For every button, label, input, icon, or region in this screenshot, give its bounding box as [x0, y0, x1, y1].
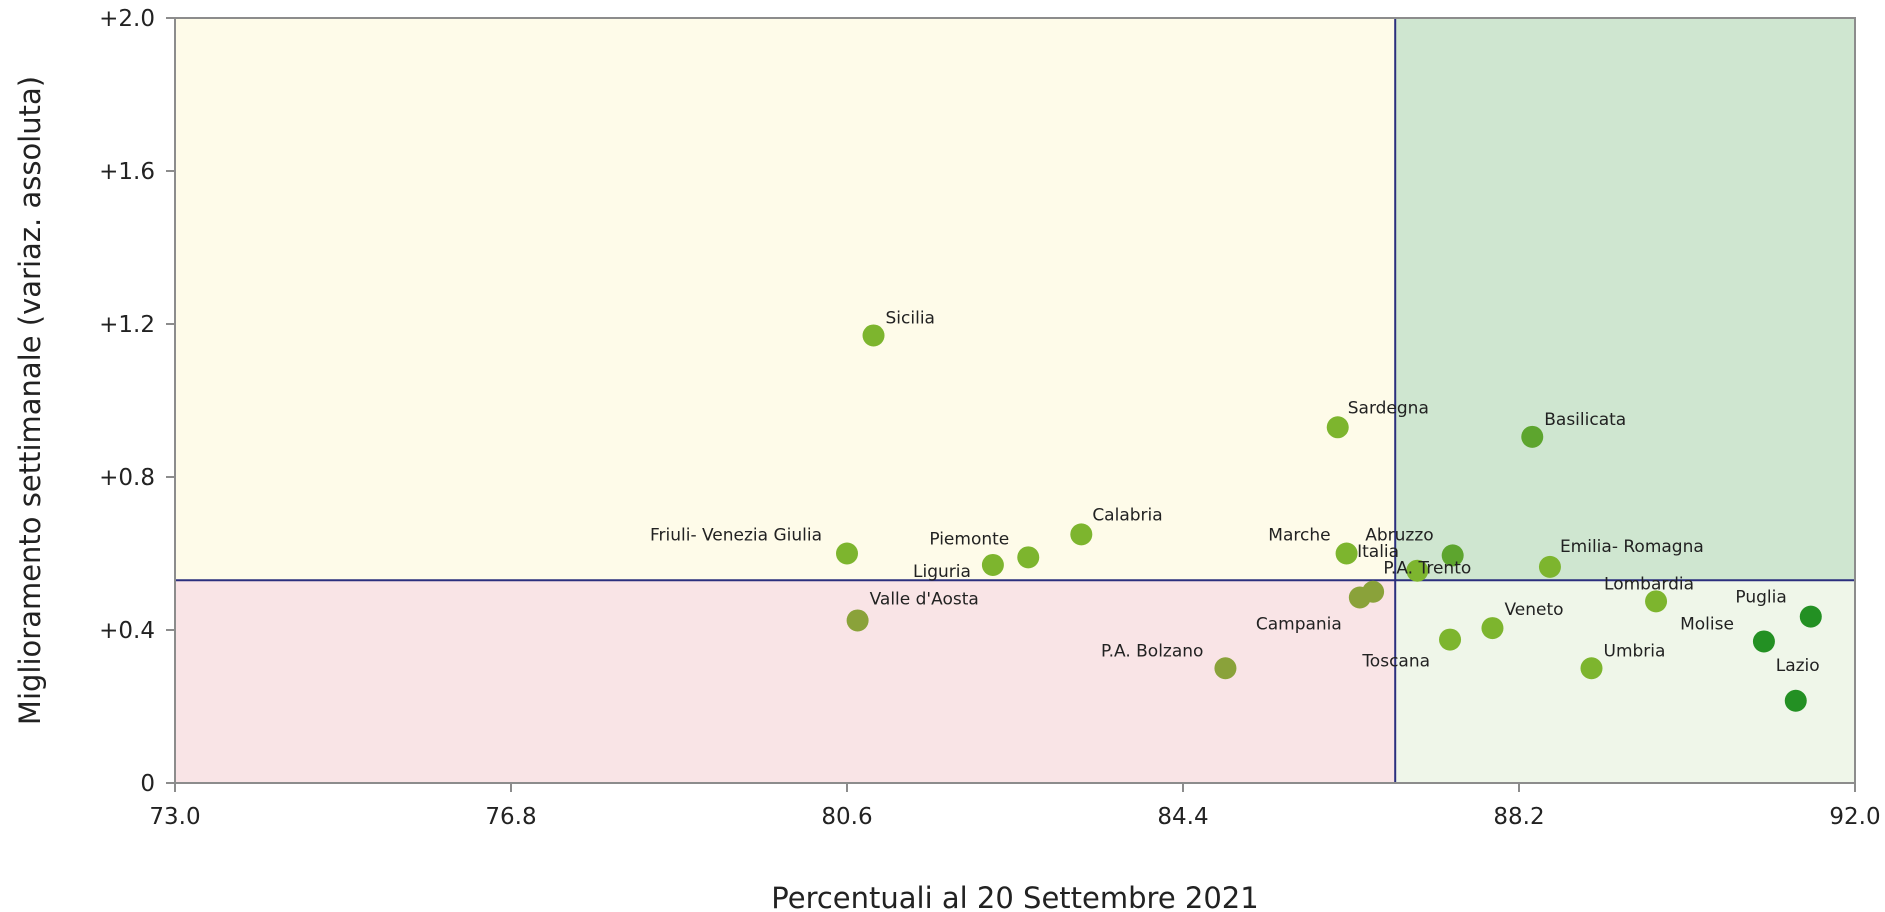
data-point[interactable] [836, 542, 858, 565]
y-tick-label: 0 [140, 771, 155, 797]
y-tick-label: +1.2 [99, 312, 155, 338]
data-point[interactable] [1017, 546, 1040, 569]
quadrant-bottom-left [175, 580, 1396, 783]
data-point-label: Italia [1357, 542, 1399, 562]
data-point[interactable] [1538, 555, 1561, 578]
data-point-label: Friuli- Venezia Giulia [650, 526, 822, 546]
data-point[interactable] [1784, 689, 1807, 712]
data-point-label: Campania [1256, 614, 1342, 634]
data-point-label: Toscana [1361, 652, 1430, 672]
data-point[interactable] [1070, 523, 1093, 546]
data-point-label: Puglia [1735, 588, 1786, 608]
x-tick-label: 73.0 [149, 804, 200, 830]
data-point[interactable] [1335, 542, 1358, 565]
x-tick-label: 76.8 [485, 804, 536, 830]
data-point[interactable] [1441, 544, 1464, 567]
y-tick-label: +1.6 [99, 159, 155, 185]
data-point[interactable] [1752, 630, 1775, 653]
data-point-label: Lombardia [1604, 574, 1694, 594]
data-point[interactable] [981, 553, 1004, 576]
data-point[interactable] [1481, 617, 1504, 640]
data-point-label: Liguria [913, 562, 971, 582]
data-point[interactable] [1580, 657, 1603, 680]
data-point-label: Basilicata [1544, 410, 1626, 430]
data-point[interactable] [1439, 628, 1462, 651]
y-tick-label: +2.0 [99, 6, 155, 32]
data-point-label: Valle d'Aosta [870, 589, 979, 609]
data-point-label: Piemonte [929, 529, 1009, 549]
data-point-label: Umbria [1604, 641, 1666, 661]
data-point-label: Sardegna [1348, 398, 1429, 418]
data-point-label: Sicilia [886, 308, 935, 328]
data-point[interactable] [1645, 590, 1668, 613]
x-axis-title: Percentuali al 20 Settembre 2021 [771, 881, 1258, 912]
data-point[interactable] [1214, 657, 1237, 680]
x-tick-label: 92.0 [1829, 804, 1880, 830]
y-tick-label: +0.4 [99, 618, 155, 644]
data-point-label: Lazio [1776, 656, 1820, 676]
data-point[interactable] [1326, 416, 1349, 439]
data-point-label: Veneto [1504, 600, 1563, 620]
x-tick-label: 88.2 [1493, 804, 1544, 830]
y-tick-label: +0.8 [99, 465, 155, 491]
data-point-label: Abruzzo [1365, 525, 1433, 545]
data-point-label: Emilia- Romagna [1560, 537, 1704, 557]
data-point[interactable] [846, 609, 869, 632]
data-point[interactable] [862, 324, 885, 347]
data-point-label: P.A. Trento [1383, 559, 1471, 579]
data-point-label: Molise [1680, 614, 1734, 634]
data-point[interactable] [1348, 586, 1371, 609]
quadrant-top-right [1395, 18, 1855, 581]
data-point-label: Calabria [1092, 505, 1162, 525]
data-point-label: Marche [1268, 526, 1330, 546]
data-point[interactable] [1521, 425, 1544, 448]
quadrant-top-left [175, 18, 1396, 581]
data-point[interactable] [1406, 559, 1429, 582]
x-tick-label: 80.6 [821, 804, 872, 830]
x-tick-label: 84.4 [1157, 804, 1208, 830]
quadrant-bottom-right [1395, 580, 1855, 783]
data-point[interactable] [1799, 605, 1822, 628]
y-axis-title: Miglioramento settimanale (variaz. assol… [13, 76, 47, 725]
plot-frame [174, 17, 1856, 784]
data-point-label: P.A. Bolzano [1101, 641, 1203, 661]
